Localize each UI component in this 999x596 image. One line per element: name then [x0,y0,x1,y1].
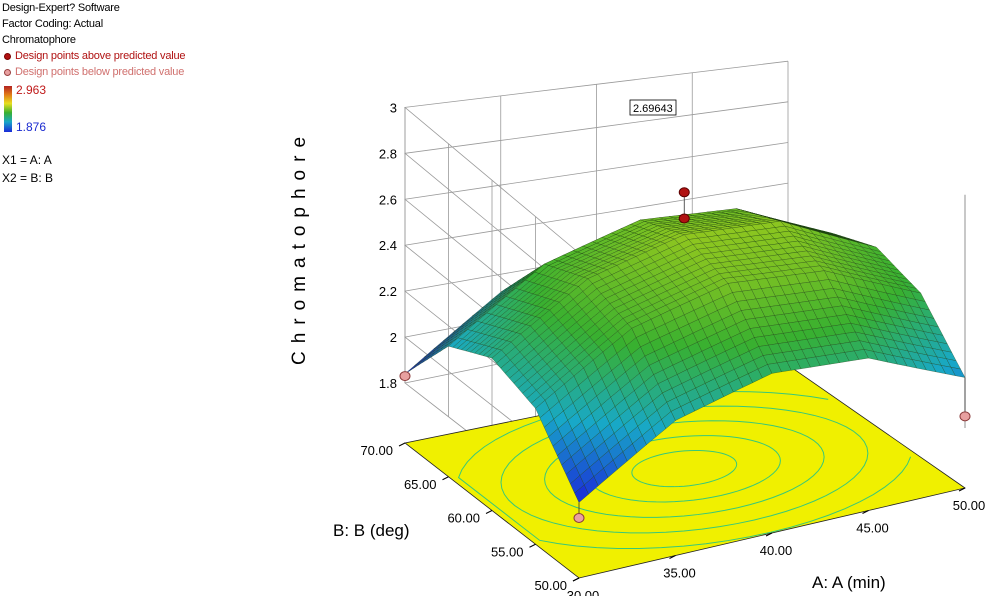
x-tick-label: 35.00 [663,566,696,581]
color-scale-max: 2.963 [16,83,47,97]
design-point-above [678,187,690,198]
y-tick-label: 65.00 [404,477,437,492]
factor-coding-label: Factor Coding: Actual [2,18,103,30]
legend-below: Design points below predicted value [2,64,185,80]
z-tick-label: 2.6 [379,192,397,207]
x-tick-label: 40.00 [760,543,793,558]
y-tick-mark [398,442,406,447]
design-point-above [678,213,690,224]
x1-definition: X1 = A: A [2,153,52,167]
color-scale-bar [4,86,12,132]
info-panel: Design-Expert? Software Factor Coding: A… [2,0,186,80]
contour-line [500,405,869,534]
design-point-below [573,513,585,523]
above-dot-icon [4,52,11,60]
y-tick-label: 70.00 [360,443,393,458]
contour-line [544,420,825,518]
axis-ticks: 1.8 2 2.2 2.4 2.6 2.8 3 30.00 35.00 40.00 45.00 50.… [360,100,985,596]
x-tick-mark [958,487,966,492]
z-axis-label: Chromatophore [289,129,310,365]
color-scale-min: 1.876 [16,120,47,134]
z-tick-label: 2.4 [379,238,397,253]
legend-above-label: Design points above predicted value [15,50,186,62]
below-dot-icon [4,68,11,76]
y-tick-mark [529,543,536,548]
legend-above: Design points above predicted value [2,48,186,64]
design-point-below [399,371,411,382]
z-tick-label: 2.8 [379,146,397,161]
annotation: 2.69643 [629,99,677,116]
x-tick-label: 45.00 [856,521,889,536]
annotation-box [629,99,677,116]
response-surface [404,208,966,503]
x-tick-mark [862,510,869,514]
y-axis-label: B: B (deg) [333,521,410,540]
y-tick-mark [485,510,493,514]
x-tick-label: 50.00 [953,498,986,513]
y-tick-mark [442,476,449,481]
z-tick-label: 2.2 [379,284,397,299]
z-tick-label: 2 [390,330,397,345]
design-points [399,187,971,523]
contour-line [631,449,738,488]
y-tick-label: 50.00 [534,578,567,593]
x-axis-label: A: A (min) [812,573,886,592]
response-name: Chromatophore [2,34,76,46]
y-tick-label: 55.00 [491,544,524,559]
z-tick-label: 3 [390,100,397,115]
z-tick-label: 1.8 [379,376,397,391]
software-label: Design-Expert? Software [2,2,120,14]
surface-cell [950,366,966,378]
x-tick-mark [765,532,773,537]
annotation-value: 2.69643 [633,103,673,115]
x-tick-label: 30.00 [567,588,600,596]
x-tick-mark [669,555,676,559]
y-tick-label: 60.00 [447,511,480,526]
y-tick-mark [572,577,580,582]
x2-definition: X2 = B: B [2,171,54,185]
legend-below-label: Design points below predicted value [15,66,185,78]
design-point-below [959,411,971,422]
